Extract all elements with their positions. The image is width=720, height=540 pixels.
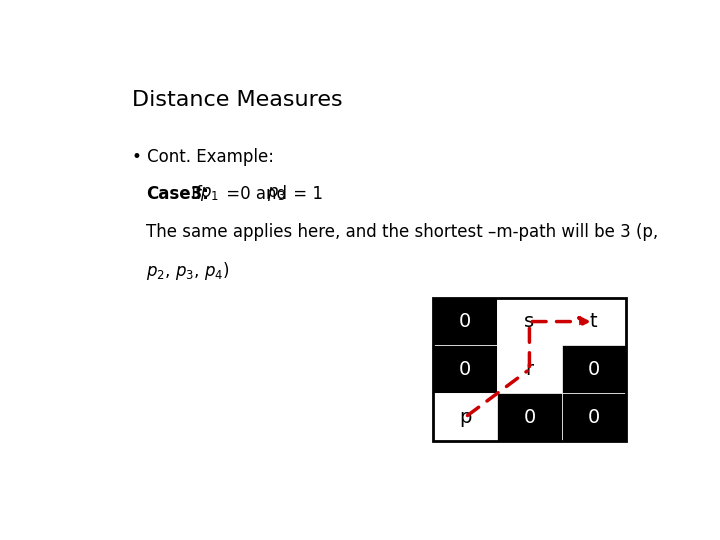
Bar [498, 346, 562, 393]
Bar [562, 393, 626, 441]
Text: 0: 0 [459, 312, 472, 331]
Text: 0: 0 [523, 408, 536, 427]
Bar [498, 393, 562, 441]
Bar [498, 298, 562, 346]
Bar [433, 298, 626, 441]
Bar [562, 346, 626, 393]
Text: 0: 0 [459, 360, 472, 379]
Text: p: p [459, 408, 472, 427]
Text: t: t [590, 312, 598, 331]
Bar [562, 298, 626, 346]
Text: s: s [524, 312, 534, 331]
Text: Case3:: Case3: [145, 185, 209, 204]
Text: $p_2$, $p_3$, $p_4$): $p_2$, $p_3$, $p_4$) [145, 260, 230, 282]
Bar [433, 346, 498, 393]
Text: r: r [526, 360, 534, 379]
Text: =0 and: =0 and [221, 185, 292, 204]
Text: = 1: = 1 [287, 185, 323, 204]
Bar [433, 298, 498, 346]
Text: • Cont. Example:: • Cont. Example: [132, 148, 274, 166]
Text: 0: 0 [588, 408, 600, 427]
Text: If: If [186, 185, 207, 204]
Text: $p_1$: $p_1$ [200, 185, 219, 204]
Text: The same applies here, and the shortest –m-path will be 3 (p,: The same applies here, and the shortest … [145, 223, 658, 241]
Text: Distance Measures: Distance Measures [132, 90, 343, 110]
Text: 0: 0 [588, 360, 600, 379]
Bar [433, 393, 498, 441]
Text: $p_3$: $p_3$ [267, 185, 286, 204]
